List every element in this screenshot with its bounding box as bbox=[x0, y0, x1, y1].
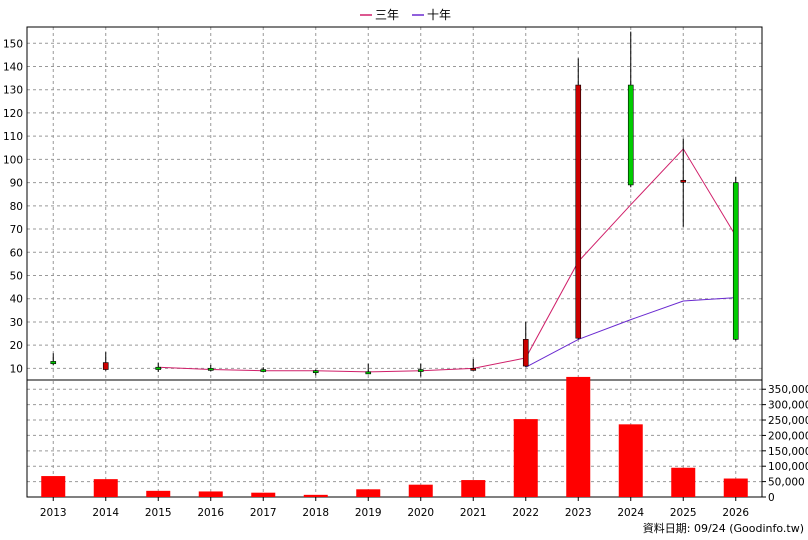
candle-body bbox=[732, 182, 739, 340]
volume-tick-label: 100,000 bbox=[768, 461, 808, 473]
x-tick-label: 2016 bbox=[197, 507, 224, 519]
price-tick-label: 140 bbox=[3, 61, 23, 73]
price-tick-label: 110 bbox=[3, 131, 23, 143]
x-tick-label: 2020 bbox=[407, 507, 434, 519]
candle-body bbox=[155, 366, 162, 370]
x-tick-label: 2013 bbox=[40, 507, 67, 519]
price-tick-label: 20 bbox=[10, 340, 23, 352]
x-tick-label: 2022 bbox=[512, 507, 539, 519]
volume-bar bbox=[93, 479, 118, 497]
price-tick-label: 70 bbox=[10, 224, 23, 236]
candle-body bbox=[522, 339, 529, 367]
price-tick-label: 10 bbox=[10, 363, 23, 375]
candle-body bbox=[627, 84, 634, 186]
volume-tick-label: 300,000 bbox=[768, 400, 808, 412]
x-tick-label: 2015 bbox=[145, 507, 172, 519]
volume-bar bbox=[251, 492, 276, 497]
volume-bar bbox=[408, 484, 433, 497]
series-line bbox=[158, 148, 737, 373]
source-note: 資料日期: 09/24 (Goodinfo.tw) bbox=[643, 521, 804, 535]
candle-body bbox=[680, 179, 687, 183]
volume-tick-label: 350,000 bbox=[768, 384, 808, 396]
volume-tick-label: 200,000 bbox=[768, 430, 808, 442]
x-tick-label: 2014 bbox=[92, 507, 119, 519]
candle-body bbox=[575, 84, 582, 339]
x-tick-label: 2024 bbox=[617, 507, 644, 519]
price-tick-label: 120 bbox=[3, 108, 23, 120]
volume-bar bbox=[198, 491, 223, 497]
candle-body bbox=[365, 371, 372, 375]
volume-bar bbox=[513, 419, 538, 497]
x-tick-label: 2021 bbox=[460, 507, 487, 519]
volume-tick-label: 250,000 bbox=[768, 415, 808, 427]
volume-bar bbox=[723, 478, 748, 497]
price-tick-label: 130 bbox=[3, 85, 23, 97]
x-tick-label: 2019 bbox=[355, 507, 382, 519]
price-tick-label: 50 bbox=[10, 270, 23, 282]
legend-label: 十年 bbox=[427, 8, 451, 22]
candle-body bbox=[207, 368, 214, 371]
price-panel: 10 20 30 40 50 60 70 80 90 100 110 120 130 140 150 bbox=[3, 26, 763, 497]
candle-body bbox=[417, 369, 424, 372]
series-line bbox=[525, 297, 736, 368]
price-tick-label: 60 bbox=[10, 247, 23, 259]
volume-panel-frame bbox=[26, 379, 763, 498]
volume-bar bbox=[461, 480, 486, 497]
volume-bar bbox=[566, 376, 591, 497]
volume-tick-label: 0 bbox=[768, 492, 775, 504]
volume-bar bbox=[671, 467, 696, 497]
x-tick-label: 2017 bbox=[250, 507, 277, 519]
volume-bar bbox=[618, 424, 643, 497]
candle-body bbox=[50, 361, 57, 365]
price-tick-label: 80 bbox=[10, 201, 23, 213]
x-tick-label: 2026 bbox=[722, 507, 749, 519]
volume-tick-label: 50,000 bbox=[768, 477, 805, 489]
volume-bar bbox=[303, 494, 328, 497]
volume-bar bbox=[356, 489, 381, 497]
x-tick-label: 2025 bbox=[670, 507, 697, 519]
price-panel-frame bbox=[26, 26, 763, 381]
price-tick-label: 40 bbox=[10, 294, 23, 306]
candle-body bbox=[312, 370, 319, 374]
candle-body bbox=[470, 368, 477, 371]
x-tick-label: 2018 bbox=[302, 507, 329, 519]
candle-body bbox=[260, 369, 267, 372]
volume-tick-label: 150,000 bbox=[768, 446, 808, 458]
price-tick-label: 150 bbox=[3, 38, 23, 50]
price-tick-label: 30 bbox=[10, 317, 23, 329]
price-tick-label: 90 bbox=[10, 178, 23, 190]
volume-bar bbox=[146, 490, 171, 497]
price-tick-label: 100 bbox=[3, 154, 23, 166]
legend: 三年 十年 bbox=[360, 8, 451, 22]
x-axis: 2013 2014 2015 2016 2017 2018 2019 2020 2021 2022… bbox=[40, 497, 749, 519]
volume-bar bbox=[41, 476, 66, 497]
x-tick-label: 2023 bbox=[565, 507, 592, 519]
candle-body bbox=[102, 362, 109, 370]
legend-label: 三年 bbox=[375, 8, 399, 22]
volume-panel: 0 50,000 100,000 150,000 200,000 250,000 300,0… bbox=[26, 376, 808, 504]
